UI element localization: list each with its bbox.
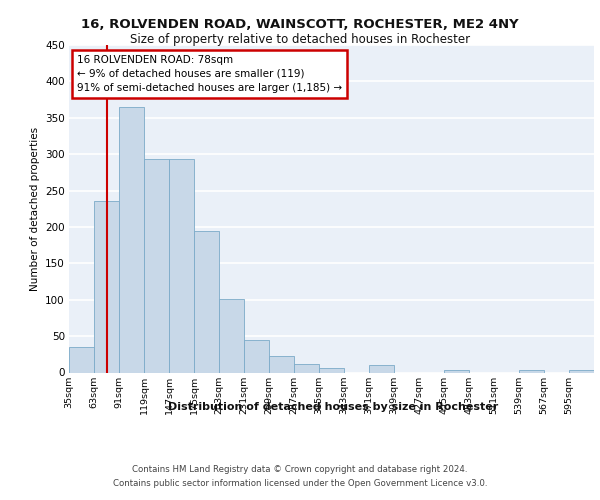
Bar	[369, 365, 394, 372]
Bar	[219, 299, 244, 372]
Text: Contains HM Land Registry data © Crown copyright and database right 2024.
Contai: Contains HM Land Registry data © Crown c…	[113, 466, 487, 487]
Text: Size of property relative to detached houses in Rochester: Size of property relative to detached ho…	[130, 32, 470, 46]
Y-axis label: Number of detached properties: Number of detached properties	[29, 126, 40, 291]
Bar	[269, 356, 294, 372]
Bar	[569, 370, 594, 372]
Bar	[519, 370, 544, 372]
Bar	[94, 202, 119, 372]
Bar	[444, 370, 469, 372]
Bar	[294, 364, 319, 372]
Text: 16 ROLVENDEN ROAD: 78sqm
← 9% of detached houses are smaller (119)
91% of semi-d: 16 ROLVENDEN ROAD: 78sqm ← 9% of detache…	[77, 55, 342, 93]
Text: Distribution of detached houses by size in Rochester: Distribution of detached houses by size …	[168, 402, 498, 412]
Bar	[69, 347, 94, 372]
Bar	[169, 160, 194, 372]
Bar	[119, 107, 144, 372]
Bar	[319, 368, 344, 372]
Bar	[244, 340, 269, 372]
Bar	[144, 160, 169, 372]
Bar	[194, 230, 219, 372]
Text: 16, ROLVENDEN ROAD, WAINSCOTT, ROCHESTER, ME2 4NY: 16, ROLVENDEN ROAD, WAINSCOTT, ROCHESTER…	[81, 18, 519, 30]
